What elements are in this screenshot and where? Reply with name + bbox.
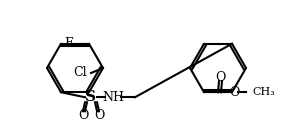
Text: Cl: Cl	[73, 67, 87, 80]
Text: S: S	[85, 90, 96, 104]
Text: CH₃: CH₃	[252, 87, 275, 97]
Text: O: O	[229, 86, 239, 99]
Text: O: O	[78, 109, 88, 122]
Text: NH: NH	[102, 91, 124, 104]
Text: O: O	[94, 109, 104, 122]
Text: F: F	[64, 37, 73, 50]
Text: O: O	[215, 71, 225, 84]
